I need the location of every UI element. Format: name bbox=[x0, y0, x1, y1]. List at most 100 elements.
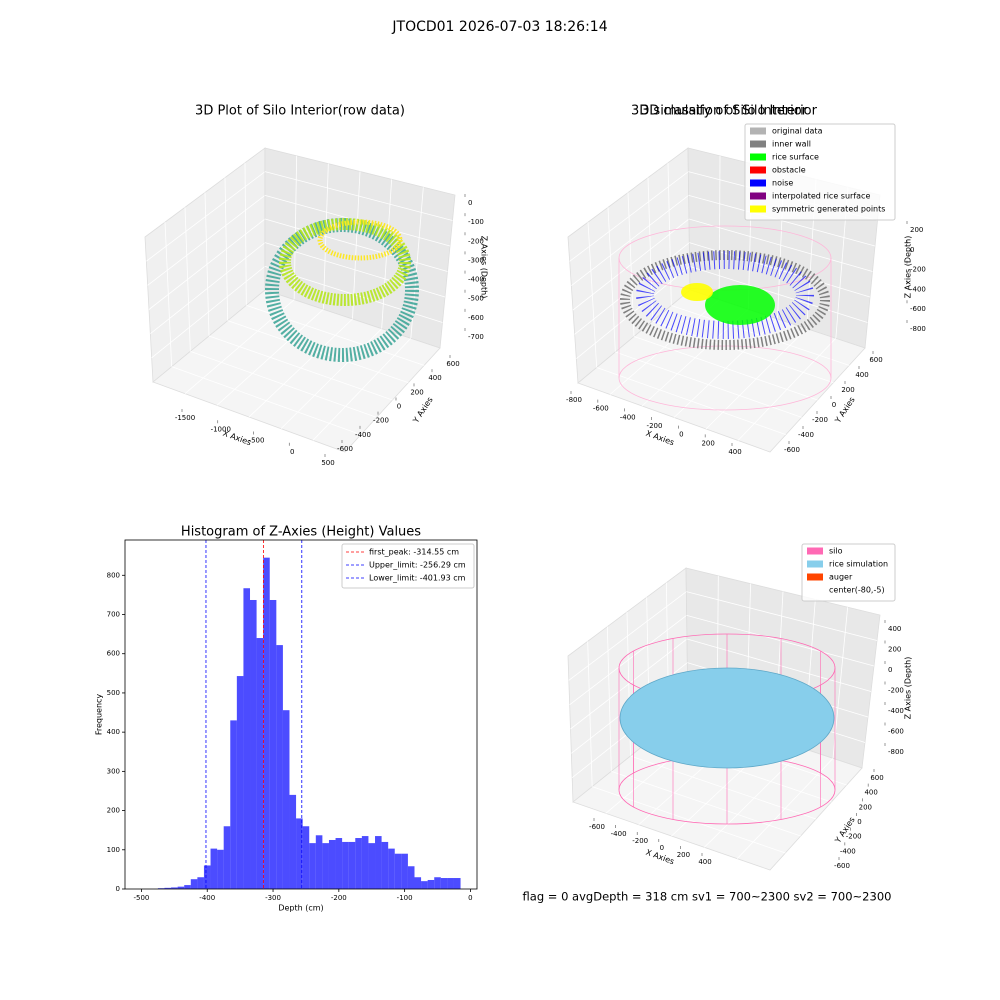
legend-box bbox=[801, 543, 896, 602]
z-tick-label: -500 bbox=[468, 295, 484, 303]
legend-label: noise bbox=[772, 179, 793, 188]
bar bbox=[302, 826, 310, 889]
y-tick-label: 0 bbox=[857, 818, 861, 826]
x-tick-label: -1500 bbox=[175, 414, 195, 422]
pane-grid bbox=[737, 338, 837, 441]
x-tick-label: 0 bbox=[290, 448, 294, 456]
legend-label: interpolated rice surface bbox=[772, 192, 870, 201]
x-tick-label: -500 bbox=[249, 437, 265, 445]
z-tick-label: 0 bbox=[468, 199, 472, 207]
x-tick-label: 200 bbox=[677, 851, 690, 859]
y-tick-label: -200 bbox=[846, 833, 862, 841]
z-tick-label: -600 bbox=[468, 314, 484, 322]
bar bbox=[447, 878, 454, 889]
legend-box bbox=[744, 123, 896, 221]
legend-label: obstacle bbox=[772, 166, 806, 175]
x-tick-label: -200 bbox=[647, 422, 663, 430]
cloud bbox=[619, 667, 835, 769]
legend-label: Lower_limit: -401.93 cm bbox=[369, 574, 466, 583]
legend-label: first_peak: -314.55 cm bbox=[369, 548, 459, 557]
z-tick-label: -600 bbox=[888, 728, 904, 736]
y-tick-label: 400 bbox=[864, 789, 877, 797]
bar bbox=[282, 710, 290, 889]
pane-grid bbox=[244, 162, 247, 306]
y-tick-label: 0 bbox=[832, 401, 836, 409]
z-tick-label: 0 bbox=[910, 246, 914, 254]
z-axis-label: Z Axies (Depth) bbox=[480, 236, 489, 299]
cloud bbox=[705, 285, 775, 325]
y-tick-label: 800 bbox=[107, 571, 120, 579]
pane-grid bbox=[312, 338, 412, 441]
legend-label: auger bbox=[829, 573, 853, 582]
z-tick-label: -800 bbox=[910, 325, 926, 333]
bar bbox=[276, 645, 283, 889]
bar bbox=[394, 853, 402, 889]
legend-label: rice surface bbox=[772, 153, 819, 162]
bar bbox=[243, 588, 251, 889]
pane-grid bbox=[832, 607, 849, 759]
point-clouds bbox=[265, 218, 836, 825]
bar bbox=[190, 879, 198, 889]
bar bbox=[184, 885, 191, 889]
legend-label: inner wall bbox=[772, 140, 811, 149]
y-tick-label: 500 bbox=[107, 689, 120, 697]
legend-label: rice simulation bbox=[829, 560, 888, 569]
bar bbox=[256, 638, 264, 889]
y-tick-label: -600 bbox=[834, 862, 850, 870]
bar bbox=[322, 843, 329, 889]
legend-swatch bbox=[750, 179, 766, 187]
x-tick-label: 0 bbox=[468, 894, 472, 902]
x-tick-label: -400 bbox=[620, 413, 636, 421]
y-tick-label: 400 bbox=[428, 374, 441, 382]
y-tick-label: 0 bbox=[116, 885, 120, 893]
y-tick-label: 200 bbox=[107, 807, 120, 815]
y-tick-label: 200 bbox=[410, 388, 423, 396]
y-tick-label: -600 bbox=[337, 445, 353, 453]
y-tick-label: 400 bbox=[107, 728, 120, 736]
x-tick-label: -200 bbox=[632, 837, 648, 845]
z-tick-label: -400 bbox=[910, 285, 926, 293]
y-tick-label: 700 bbox=[107, 611, 120, 619]
panel-title: 3D classify of Silo Interior bbox=[641, 104, 808, 119]
bar bbox=[414, 877, 422, 889]
x-tick-label: -100 bbox=[397, 894, 413, 902]
bar bbox=[171, 887, 178, 889]
bar bbox=[309, 843, 316, 889]
cloud bbox=[317, 219, 403, 261]
bar bbox=[164, 887, 172, 889]
y-tick-label: 300 bbox=[107, 767, 120, 775]
cloud bbox=[636, 251, 814, 339]
y-tick-label: -400 bbox=[798, 431, 814, 439]
legend-swatch bbox=[750, 127, 766, 135]
legend-swatch bbox=[807, 573, 823, 581]
axes-frame bbox=[124, 539, 478, 890]
y-tick-label: 0 bbox=[397, 403, 401, 411]
y-tick-label: 600 bbox=[446, 360, 459, 368]
bar bbox=[381, 841, 389, 889]
y-tick-label: -200 bbox=[812, 416, 828, 424]
figure-title: JTOCD01 2026-07-03 18:26:14 bbox=[391, 19, 607, 35]
cloud bbox=[681, 283, 713, 301]
bar bbox=[335, 838, 343, 889]
bar bbox=[342, 841, 349, 889]
bar bbox=[427, 879, 435, 889]
legend-label: silo bbox=[829, 547, 843, 556]
x-tick-label: 500 bbox=[321, 459, 334, 467]
z-tick-label: 200 bbox=[910, 226, 923, 234]
panel-title: 3D Plot of Silo Interior(row data) bbox=[195, 104, 405, 119]
x-tick-label: 400 bbox=[728, 448, 741, 456]
bar bbox=[230, 720, 237, 889]
legend-swatch bbox=[750, 153, 766, 161]
z-tick-label: -100 bbox=[468, 218, 484, 226]
y-tick-label: 400 bbox=[855, 371, 868, 379]
legend-swatch bbox=[750, 140, 766, 148]
bar bbox=[210, 848, 218, 889]
y-tick-label: 600 bbox=[869, 356, 882, 364]
bar bbox=[236, 676, 244, 889]
bar bbox=[421, 881, 428, 889]
bar bbox=[217, 849, 224, 889]
panel-title: Histogram of Z-Axies (Height) Values bbox=[181, 525, 421, 540]
bar bbox=[355, 838, 362, 889]
x-tick-label: -300 bbox=[265, 894, 281, 902]
